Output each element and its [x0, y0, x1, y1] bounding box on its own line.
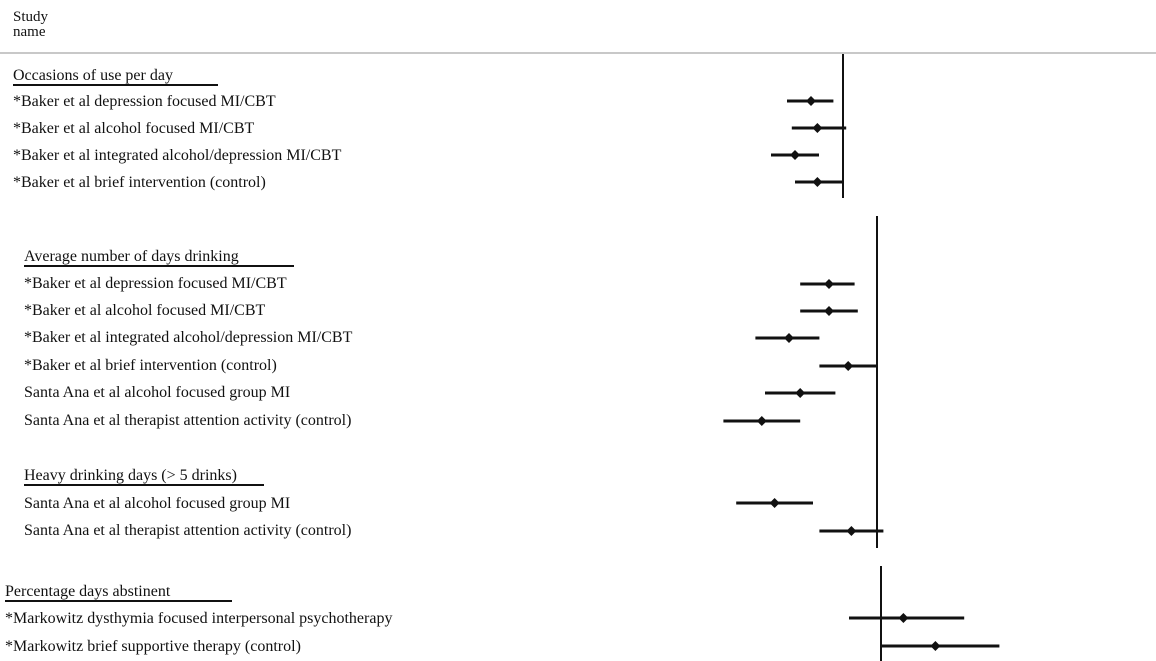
group-title-underline	[13, 84, 218, 86]
effect-estimate-marker	[756, 416, 767, 426]
effect-estimate-marker	[812, 123, 823, 133]
effect-estimate-marker	[795, 388, 806, 398]
group-title-pct-abstinent: Percentage days abstinent	[5, 583, 171, 600]
effect-estimate-marker	[843, 361, 854, 371]
effect-estimate-marker	[824, 279, 834, 289]
study-label: *Markowitz dysthymia focused interperson…	[5, 610, 393, 627]
group-title-underline	[24, 484, 264, 486]
effect-estimate-marker	[812, 177, 823, 187]
group-title-underline	[24, 265, 294, 267]
study-header-line2: name	[13, 24, 46, 40]
study-label: *Baker et al depression focused MI/CBT	[24, 275, 287, 292]
study-label: *Baker et al integrated alcohol/depressi…	[13, 147, 342, 164]
study-name-header: Study name	[13, 10, 48, 40]
study-label: Santa Ana et al alcohol focused group MI	[24, 495, 291, 512]
effect-estimate-marker	[898, 613, 909, 623]
group-title-underline	[5, 600, 232, 602]
header-divider	[0, 52, 1156, 54]
study-label: Santa Ana et al therapist attention acti…	[24, 522, 352, 539]
study-header-line1: Study	[13, 9, 49, 25]
effect-estimate-marker	[824, 306, 834, 316]
effect-estimate-marker	[790, 150, 800, 160]
study-label: *Baker et al alcohol focused MI/CBT	[13, 120, 255, 137]
group-title-heavy-drinking: Heavy drinking days (> 5 drinks)	[24, 467, 237, 484]
effect-estimate-marker	[769, 498, 780, 508]
group-title-avg-days-drinking: Average number of days drinking	[24, 248, 239, 265]
study-label: *Baker et al brief intervention (control…	[24, 357, 277, 374]
effect-estimate-marker	[846, 526, 857, 536]
study-label: *Baker et al alcohol focused MI/CBT	[24, 302, 266, 319]
group-title-occasions: Occasions of use per day	[13, 67, 173, 84]
study-label: *Markowitz brief supportive therapy (con…	[5, 638, 301, 655]
study-label: *Baker et al brief intervention (control…	[13, 174, 266, 191]
study-label: Santa Ana et al alcohol focused group MI	[24, 384, 291, 401]
effect-estimate-marker	[930, 641, 941, 651]
study-label: *Baker et al integrated alcohol/depressi…	[24, 329, 353, 346]
study-label: *Baker et al depression focused MI/CBT	[13, 93, 276, 110]
effect-estimate-marker	[784, 333, 794, 343]
study-label: Santa Ana et al therapist attention acti…	[24, 412, 352, 429]
effect-estimate-marker	[806, 96, 816, 106]
